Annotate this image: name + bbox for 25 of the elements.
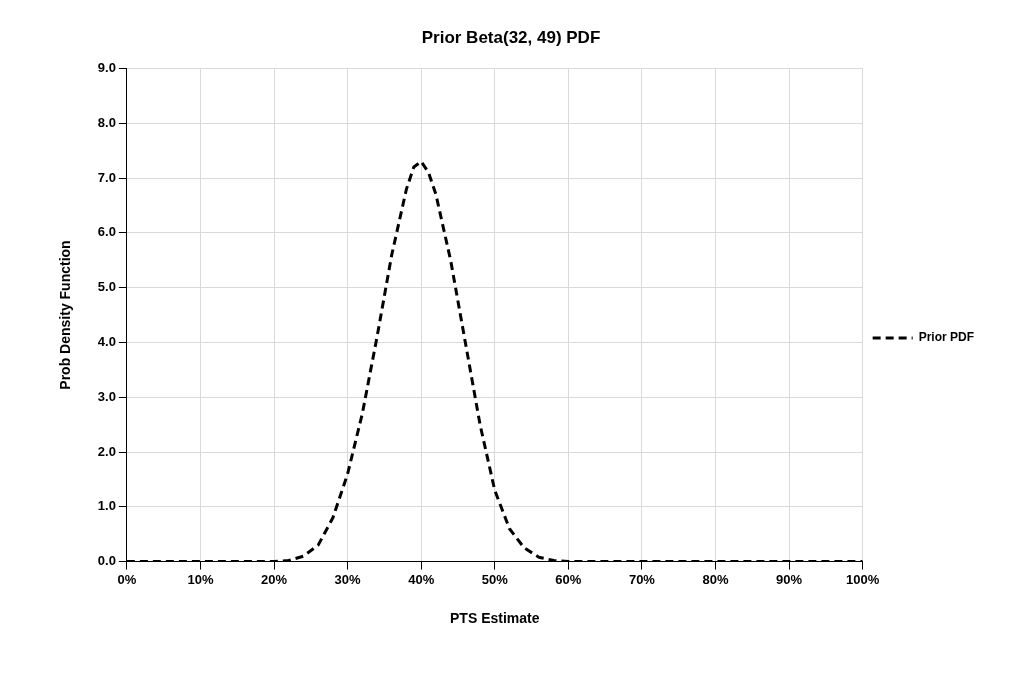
y-tick-label: 5.0 — [97, 279, 116, 295]
x-axis-title: PTS Estimate — [450, 610, 540, 627]
y-tick-label: 6.0 — [97, 224, 116, 240]
x-tick-label: 80% — [702, 571, 729, 587]
x-tick-label: 60% — [555, 571, 582, 587]
y-tick-label: 8.0 — [97, 114, 116, 130]
x-tick-label: 30% — [334, 571, 362, 587]
y-tick-label: 0.0 — [97, 553, 116, 569]
x-tick-label: 10% — [187, 571, 214, 587]
y-tick-label: 7.0 — [97, 169, 116, 185]
x-tick-label: 20% — [261, 571, 288, 587]
y-tick-label: 2.0 — [97, 443, 116, 459]
x-tick-label: 70% — [628, 571, 656, 587]
x-tick-label: 50% — [481, 571, 509, 587]
x-tick-label: 40% — [408, 571, 435, 587]
legend-label: Prior PDF — [918, 330, 974, 345]
y-axis-title: Prob Density Function — [57, 240, 74, 390]
y-tick-label: 4.0 — [97, 333, 116, 349]
x-tick-label: 90% — [776, 571, 803, 587]
x-tick-label: 0% — [117, 571, 137, 587]
y-tick-label: 1.0 — [97, 498, 116, 514]
y-tick-label: 9.0 — [97, 59, 116, 75]
x-tick-label: 100% — [846, 571, 880, 587]
chart-title: Prior Beta(32, 49) PDF — [421, 27, 601, 47]
y-tick-label: 3.0 — [97, 388, 116, 404]
